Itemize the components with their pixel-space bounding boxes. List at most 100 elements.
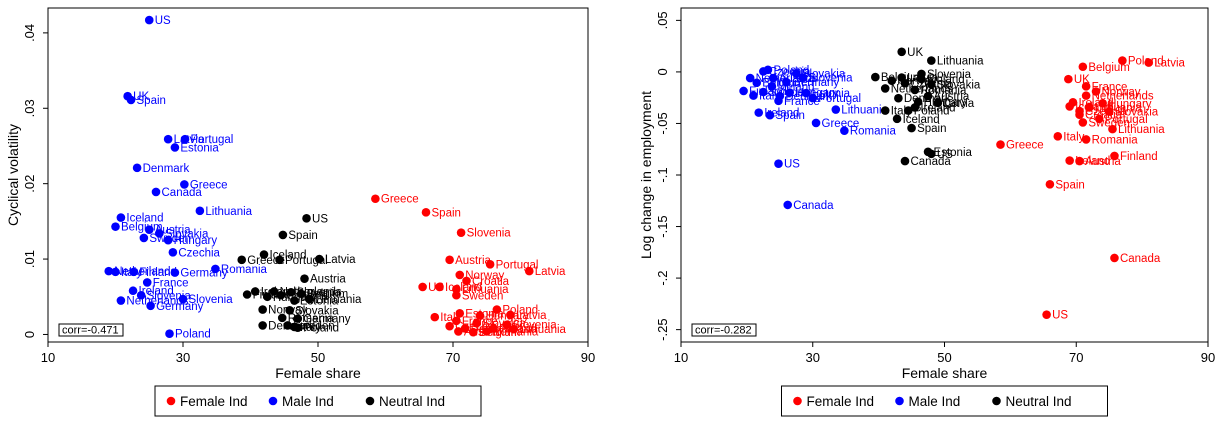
point-label: Portugal: [191, 134, 234, 146]
data-point: [1064, 74, 1073, 84]
point-label: Portugal: [1105, 114, 1148, 126]
point-label: Latvia: [943, 98, 974, 110]
data-point: [435, 282, 444, 292]
data-point: [151, 187, 161, 197]
point-label: Germany: [792, 77, 840, 89]
data-point: [445, 321, 454, 331]
point-label: France: [153, 277, 189, 289]
point-label: Ireland: [920, 102, 955, 114]
data-point: [1108, 124, 1117, 134]
data-point: [1110, 253, 1119, 263]
point-label: US: [784, 159, 800, 171]
point-label: Spain: [288, 230, 317, 242]
point-label: Sweden: [462, 290, 504, 302]
data-point: [1104, 107, 1114, 116]
data-point: [506, 310, 515, 320]
data-point: [430, 312, 440, 322]
data-point: [275, 255, 284, 265]
data-point: [163, 134, 173, 144]
y-tick-label: 0: [655, 68, 670, 75]
point-label: Hungary: [924, 97, 968, 109]
legend-label: Male Ind: [909, 394, 961, 409]
x-tick-label: 90: [1201, 350, 1215, 365]
data-point: [452, 290, 461, 300]
point-label: US: [937, 149, 953, 161]
point-label: Spain: [137, 95, 166, 107]
y-tick-label: .01: [22, 250, 37, 268]
data-point: [132, 163, 142, 173]
data-point: [907, 123, 916, 133]
data-point: [894, 93, 903, 103]
data-point: [290, 296, 299, 305]
data-point: [767, 82, 777, 91]
point-label: Austria: [934, 91, 970, 103]
point-label: France: [1092, 81, 1128, 93]
data-point: [785, 88, 794, 97]
point-label: Slovenia: [808, 73, 853, 85]
legend-marker: [793, 396, 802, 406]
data-point: [1075, 156, 1084, 166]
point-label: Lithuania: [462, 284, 509, 296]
data-point: [871, 72, 880, 82]
data-point: [492, 305, 502, 314]
data-point: [749, 91, 758, 100]
data-point: [1095, 114, 1104, 124]
data-point: [1078, 118, 1088, 127]
data-point: [116, 296, 126, 305]
data-point: [242, 290, 252, 299]
data-point: [782, 77, 791, 87]
point-label: Austria: [155, 225, 191, 237]
point-label: Lithuania: [937, 56, 984, 68]
data-point: [258, 321, 267, 330]
data-points: USUKSpainLatviaPortugalEstoniaDenmarkGre…: [104, 15, 567, 341]
point-label: Norway: [1102, 87, 1141, 99]
point-label: Lithuania: [315, 294, 362, 306]
data-point: [468, 327, 478, 337]
data-point: [475, 311, 485, 320]
data-point: [1098, 99, 1107, 108]
data-point: [798, 73, 808, 82]
point-label: Iceland: [903, 114, 940, 126]
data-point: [165, 329, 174, 339]
point-label: US: [312, 213, 328, 225]
x-tick-label: 10: [41, 350, 55, 365]
point-label: Slovakia: [802, 68, 846, 80]
point-label: Canada: [793, 200, 834, 212]
data-point: [418, 282, 427, 292]
point-label: Slovakia: [295, 305, 339, 317]
point-label: Germany: [303, 314, 351, 326]
data-point: [455, 309, 465, 318]
legend-marker: [365, 396, 375, 406]
data-point: [146, 301, 155, 311]
point-label: Romania: [920, 85, 967, 97]
data-point: [144, 225, 154, 234]
point-label: Romania: [492, 326, 539, 338]
point-label: US: [1052, 310, 1068, 322]
point-label: Slovakia: [165, 228, 209, 240]
data-point: [250, 287, 260, 296]
data-point: [1085, 103, 1094, 112]
data-point: [136, 290, 146, 300]
x-tick-label: 30: [806, 350, 820, 365]
chart-panel-employment: 10 30 50 70 90 -.25 -.2 -.15 -.1 -.05 0 .05 Female s…: [638, 7, 1215, 417]
point-label: Latvia: [516, 310, 547, 322]
data-point: [831, 105, 841, 114]
data-point: [892, 114, 902, 124]
point-label: Poland: [175, 329, 211, 341]
data-point: [259, 250, 269, 259]
data-point: [139, 233, 149, 243]
data-point: [502, 320, 512, 329]
y-axis-label: Cyclical volatility: [5, 124, 21, 226]
data-point: [104, 266, 114, 276]
x-tick-label: 50: [311, 350, 325, 365]
point-label: Belgium: [1088, 62, 1130, 74]
data-point: [456, 228, 466, 237]
data-point: [509, 324, 519, 334]
data-point: [791, 69, 801, 78]
legend-marker: [992, 396, 1001, 406]
legend-label: Male Ind: [282, 394, 334, 409]
y-tick-label: -.1: [655, 167, 670, 182]
point-label: Greece: [1006, 140, 1044, 152]
point-label: Belgium: [307, 289, 349, 301]
data-point: [903, 106, 913, 115]
